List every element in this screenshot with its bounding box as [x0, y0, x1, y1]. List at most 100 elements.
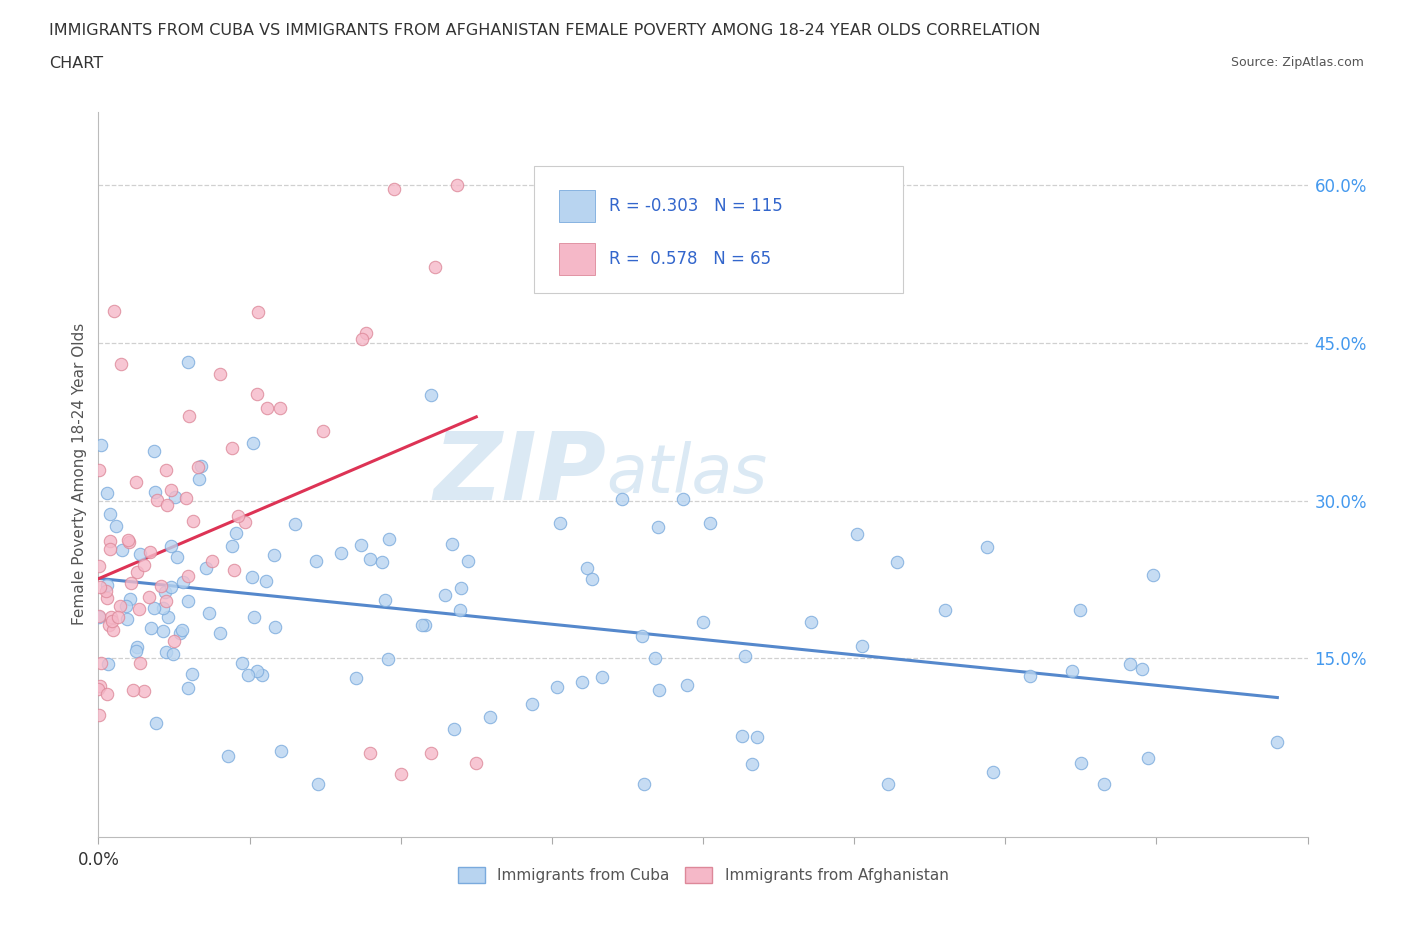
- Point: [103, 304, 125, 319]
- Point: [575, 560, 598, 575]
- Legend: Immigrants from Cuba, Immigrants from Afghanistan: Immigrants from Cuba, Immigrants from Af…: [450, 859, 956, 891]
- Point: [96, 578, 118, 592]
- Point: [174, 490, 197, 505]
- Point: [143, 601, 166, 616]
- Point: [235, 514, 257, 529]
- Point: [934, 603, 956, 618]
- Point: [166, 550, 188, 565]
- Point: [89, 708, 111, 723]
- Point: [115, 598, 138, 613]
- Point: [128, 602, 150, 617]
- Point: [886, 555, 908, 570]
- Point: [157, 609, 180, 624]
- Point: [254, 574, 277, 589]
- Point: [305, 553, 328, 568]
- Point: [142, 444, 165, 458]
- Point: [155, 462, 177, 477]
- Point: [90, 437, 112, 452]
- Point: [96, 591, 118, 605]
- Point: [443, 722, 465, 737]
- Point: [263, 548, 285, 563]
- Point: [155, 644, 177, 659]
- Point: [231, 656, 253, 671]
- Point: [449, 603, 471, 618]
- Point: [242, 435, 264, 450]
- Point: [256, 400, 278, 415]
- Point: [250, 668, 273, 683]
- Point: [98, 618, 121, 632]
- Point: [731, 728, 754, 743]
- Point: [1018, 669, 1040, 684]
- Point: [800, 615, 823, 630]
- Point: [441, 537, 464, 551]
- Point: [647, 519, 669, 534]
- Point: [111, 542, 134, 557]
- Point: [352, 331, 374, 346]
- Point: [307, 777, 329, 791]
- Point: [209, 626, 232, 641]
- Point: [360, 746, 382, 761]
- Point: [87, 682, 110, 697]
- Point: [121, 683, 143, 698]
- Point: [187, 459, 209, 474]
- Point: [129, 656, 152, 671]
- Point: [160, 538, 183, 553]
- Point: [370, 554, 392, 569]
- Text: R = -0.303   N = 115: R = -0.303 N = 115: [609, 197, 782, 216]
- Point: [97, 657, 120, 671]
- Point: [217, 748, 239, 763]
- Point: [156, 498, 179, 512]
- Point: [581, 572, 603, 587]
- Point: [179, 409, 201, 424]
- Point: [107, 609, 129, 624]
- Point: [378, 531, 401, 546]
- Point: [350, 538, 373, 552]
- Point: [1070, 756, 1092, 771]
- Point: [330, 545, 353, 560]
- Point: [245, 387, 267, 402]
- Point: [117, 533, 139, 548]
- Point: [692, 614, 714, 629]
- Point: [139, 620, 162, 635]
- Point: [187, 472, 209, 486]
- Point: [108, 598, 131, 613]
- Point: [1092, 777, 1115, 791]
- Point: [132, 558, 155, 573]
- Point: [644, 650, 666, 665]
- Point: [478, 710, 501, 724]
- Text: IMMIGRANTS FROM CUBA VS IMMIGRANTS FROM AFGHANISTAN FEMALE POVERTY AMONG 18-24 Y: IMMIGRANTS FROM CUBA VS IMMIGRANTS FROM …: [49, 23, 1040, 38]
- Point: [152, 623, 174, 638]
- Point: [96, 485, 118, 500]
- Point: [200, 553, 222, 568]
- Point: [676, 677, 699, 692]
- Point: [138, 544, 160, 559]
- FancyBboxPatch shape: [534, 166, 903, 293]
- Point: [747, 730, 769, 745]
- Point: [1062, 663, 1084, 678]
- Point: [240, 569, 263, 584]
- Point: [89, 579, 111, 594]
- Point: [981, 764, 1004, 779]
- Point: [284, 516, 307, 531]
- Point: [127, 565, 149, 579]
- Y-axis label: Female Poverty Among 18-24 Year Olds: Female Poverty Among 18-24 Year Olds: [72, 324, 87, 626]
- Point: [420, 388, 443, 403]
- Point: [89, 462, 111, 477]
- Point: [633, 777, 655, 791]
- Text: CHART: CHART: [49, 56, 103, 71]
- Point: [734, 649, 756, 664]
- Point: [411, 618, 433, 632]
- Point: [195, 560, 218, 575]
- Point: [876, 777, 898, 791]
- Point: [169, 625, 191, 640]
- Point: [236, 667, 259, 682]
- Point: [222, 563, 245, 578]
- Point: [90, 655, 112, 670]
- Point: [104, 518, 127, 533]
- Point: [226, 509, 249, 524]
- Point: [548, 515, 571, 530]
- Point: [145, 715, 167, 730]
- Point: [344, 671, 367, 685]
- Point: [423, 259, 446, 274]
- Point: [457, 553, 479, 568]
